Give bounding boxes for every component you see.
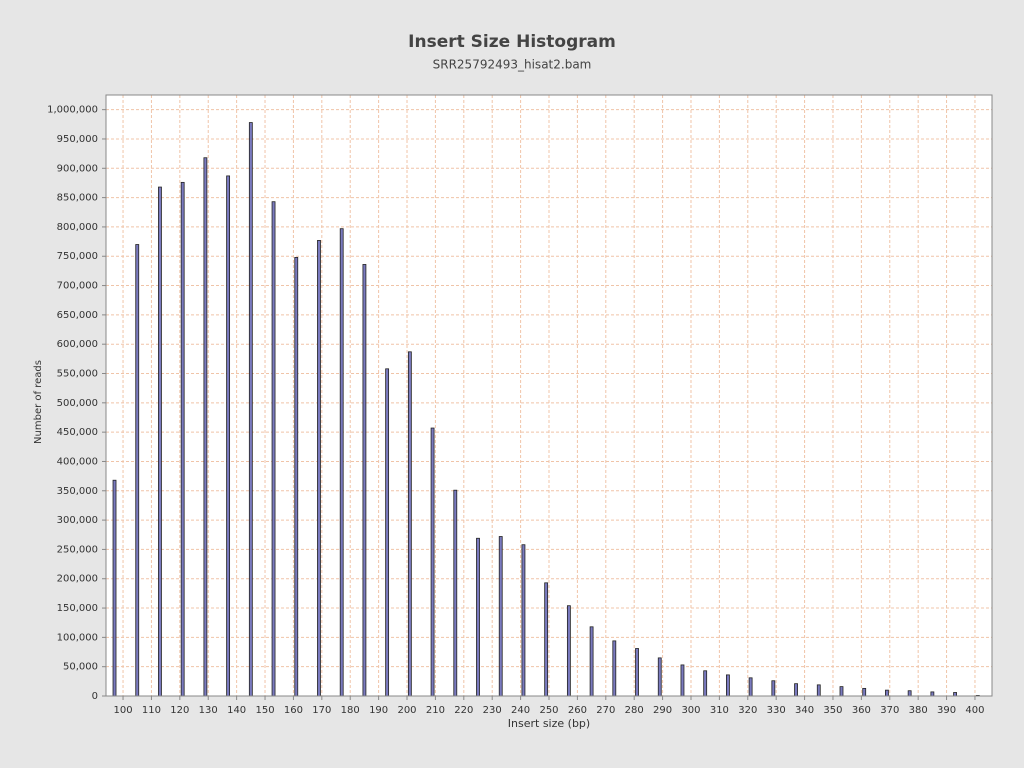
chart-subtitle: SRR25792493_hisat2.bam bbox=[433, 58, 592, 72]
x-tick-label: 190 bbox=[369, 705, 388, 716]
y-tick-label: 950,000 bbox=[57, 134, 98, 145]
bar bbox=[816, 684, 821, 697]
bar bbox=[476, 537, 480, 697]
bar bbox=[317, 240, 321, 697]
bar bbox=[430, 427, 435, 697]
x-tick-label: 340 bbox=[795, 705, 814, 716]
bar bbox=[589, 626, 594, 697]
bar bbox=[385, 368, 390, 697]
y-tick-label: 800,000 bbox=[57, 222, 98, 233]
bar bbox=[748, 677, 753, 697]
y-tick-label: 350,000 bbox=[57, 486, 98, 497]
x-tick-label: 260 bbox=[568, 705, 587, 716]
bar bbox=[885, 689, 889, 697]
y-tick-label: 750,000 bbox=[57, 251, 98, 262]
bar bbox=[544, 582, 549, 697]
y-tick-label: 500,000 bbox=[57, 398, 98, 409]
bar bbox=[135, 244, 140, 697]
y-tick-label: 0 bbox=[92, 691, 98, 702]
y-tick-label: 600,000 bbox=[57, 339, 98, 350]
x-tick-label: 170 bbox=[312, 705, 331, 716]
x-tick-label: 280 bbox=[625, 705, 644, 716]
x-tick-label: 370 bbox=[880, 705, 899, 716]
y-tick-label: 550,000 bbox=[57, 369, 98, 380]
bar bbox=[907, 690, 912, 697]
x-tick-label: 200 bbox=[397, 705, 416, 716]
x-tick-label: 270 bbox=[596, 705, 615, 716]
bar bbox=[112, 479, 117, 697]
bar bbox=[180, 181, 185, 697]
x-tick-label: 130 bbox=[199, 705, 218, 716]
bar bbox=[930, 691, 935, 697]
bar bbox=[612, 640, 617, 697]
x-tick-label: 320 bbox=[738, 705, 757, 716]
y-tick-label: 150,000 bbox=[57, 603, 98, 614]
y-tick-label: 200,000 bbox=[57, 574, 98, 585]
bars bbox=[112, 122, 980, 697]
bar bbox=[726, 674, 730, 697]
y-tick-label: 850,000 bbox=[57, 193, 98, 204]
bar bbox=[203, 157, 208, 697]
bar bbox=[566, 605, 571, 697]
bar bbox=[339, 228, 344, 697]
x-tick-label: 220 bbox=[454, 705, 473, 716]
bar bbox=[839, 686, 844, 697]
x-tick-label: 310 bbox=[710, 705, 729, 716]
bar bbox=[657, 657, 662, 697]
y-tick-label: 50,000 bbox=[63, 662, 98, 673]
ticks: 0 50,000 100,000 150,000 200,000 250,000 300,0… bbox=[47, 105, 984, 716]
bar bbox=[248, 122, 253, 697]
bar bbox=[521, 544, 526, 697]
y-tick-label: 450,000 bbox=[57, 427, 98, 438]
x-tick-label: 100 bbox=[113, 705, 132, 716]
x-tick-label: 350 bbox=[823, 705, 842, 716]
bar bbox=[226, 175, 231, 697]
x-tick-label: 250 bbox=[539, 705, 558, 716]
bar bbox=[158, 186, 162, 697]
bar bbox=[771, 680, 776, 697]
y-tick-label: 250,000 bbox=[57, 544, 98, 555]
x-tick-label: 400 bbox=[965, 705, 984, 716]
x-axis-label: Insert size (bp) bbox=[508, 717, 590, 730]
x-tick-label: 180 bbox=[341, 705, 360, 716]
bar bbox=[453, 489, 458, 697]
y-axis-label: Number of reads bbox=[33, 360, 44, 444]
y-tick-label: 650,000 bbox=[57, 310, 98, 321]
y-tick-label: 300,000 bbox=[57, 515, 98, 526]
bar bbox=[294, 257, 299, 697]
bar bbox=[498, 536, 503, 697]
x-tick-label: 140 bbox=[227, 705, 246, 716]
x-tick-label: 360 bbox=[852, 705, 871, 716]
x-tick-label: 110 bbox=[142, 705, 161, 716]
bar bbox=[862, 687, 867, 697]
y-tick-label: 1,000,000 bbox=[47, 105, 98, 116]
bar bbox=[362, 264, 367, 697]
x-tick-label: 240 bbox=[511, 705, 530, 716]
x-tick-label: 390 bbox=[937, 705, 956, 716]
x-tick-label: 210 bbox=[426, 705, 445, 716]
bar bbox=[680, 664, 685, 697]
x-tick-label: 160 bbox=[284, 705, 303, 716]
bar bbox=[953, 692, 957, 697]
x-tick-label: 300 bbox=[681, 705, 700, 716]
x-tick-label: 330 bbox=[767, 705, 786, 716]
x-tick-label: 120 bbox=[170, 705, 189, 716]
x-tick-label: 230 bbox=[483, 705, 502, 716]
y-tick-label: 900,000 bbox=[57, 163, 98, 174]
y-tick-label: 100,000 bbox=[57, 632, 98, 643]
bar bbox=[271, 201, 276, 697]
grid bbox=[106, 95, 992, 697]
bar bbox=[635, 648, 639, 697]
bar bbox=[794, 683, 798, 697]
bar bbox=[407, 351, 412, 697]
y-tick-label: 700,000 bbox=[57, 281, 98, 292]
bar bbox=[703, 670, 708, 697]
x-tick-label: 290 bbox=[653, 705, 672, 716]
chart-title: Insert Size Histogram bbox=[408, 32, 616, 52]
y-tick-label: 400,000 bbox=[57, 456, 98, 467]
x-tick-label: 150 bbox=[255, 705, 274, 716]
x-tick-label: 380 bbox=[909, 705, 928, 716]
